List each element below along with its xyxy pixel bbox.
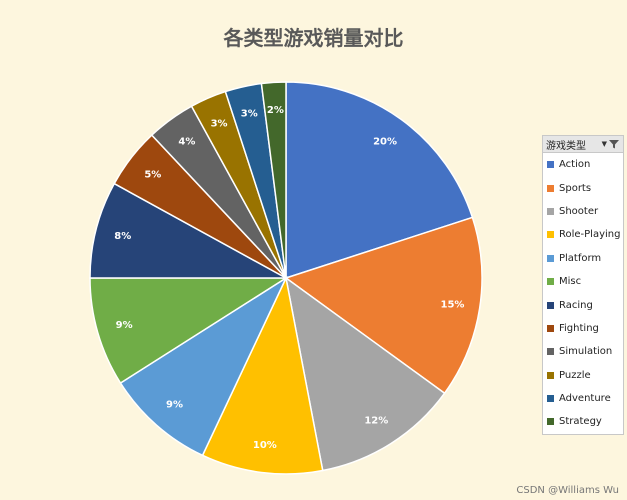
legend-swatch [547, 231, 554, 239]
legend-swatch [547, 371, 554, 379]
slice-label-role-playing: 10% [253, 440, 277, 451]
legend-swatch [547, 324, 554, 332]
slice-label-puzzle: 3% [211, 118, 228, 129]
pie-slice-sports [284, 216, 483, 395]
legend-label: Simulation [559, 346, 613, 358]
legend-swatch [547, 254, 554, 262]
legend-label: Platform [559, 252, 602, 264]
legend-item-puzzle[interactable]: Puzzle [543, 364, 623, 387]
legend-swatch [547, 348, 554, 356]
slice-label-fighting: 5% [144, 170, 161, 181]
legend-label: Action [559, 159, 591, 171]
slice-label-misc: 9% [116, 320, 133, 331]
pie-slice-action [285, 81, 474, 280]
legend-label: Adventure [559, 393, 611, 405]
filter-icon[interactable] [608, 138, 620, 150]
slice-label-adventure: 3% [241, 108, 258, 119]
legend-item-misc[interactable]: Misc [543, 270, 623, 293]
legend-label: Role-Playing [559, 229, 621, 241]
slice-label-strategy: 2% [267, 105, 284, 116]
legend-item-action[interactable]: Action [543, 153, 623, 176]
legend-swatch [547, 184, 554, 192]
legend-label: Sports [559, 182, 592, 194]
legend-swatch [547, 395, 554, 403]
legend-header[interactable]: 游戏类型 ▼ [543, 136, 623, 153]
dropdown-icon[interactable]: ▼ [601, 140, 607, 148]
legend-label: Racing [559, 299, 593, 311]
slice-label-racing: 8% [114, 231, 131, 242]
legend-label: Strategy [559, 416, 602, 428]
legend-item-racing[interactable]: Racing [543, 293, 623, 316]
pie-slice-misc [89, 277, 289, 385]
legend-swatch [547, 207, 554, 215]
legend-item-sports[interactable]: Sports [543, 176, 623, 199]
pie-slice-strategy [260, 81, 287, 279]
slice-label-simulation: 4% [178, 137, 195, 148]
legend-swatch [547, 161, 554, 169]
slice-label-sports: 15% [441, 299, 465, 310]
legend-item-platform[interactable]: Platform [543, 247, 623, 270]
pie-slice-platform [119, 275, 288, 457]
slice-label-shooter: 12% [364, 415, 388, 426]
legend-swatch [547, 301, 554, 309]
legend-swatch [547, 418, 554, 426]
legend: 游戏类型 ▼ Action Sports Shooter Role-Playing Pl… [542, 135, 624, 435]
pie-slice-racing [89, 182, 287, 279]
legend-item-adventure[interactable]: Adventure [543, 387, 623, 410]
watermark: CSDN @Williams Wu [516, 485, 619, 496]
pie-slice-shooter [284, 276, 446, 472]
legend-item-role-playing[interactable]: Role-Playing [543, 223, 623, 246]
legend-item-simulation[interactable]: Simulation [543, 340, 623, 363]
legend-label: Puzzle [559, 369, 591, 381]
pie-slice-role-playing [201, 275, 324, 475]
legend-title: 游戏类型 [546, 140, 586, 152]
legend-label: Shooter [559, 205, 599, 217]
legend-swatch [547, 278, 554, 286]
legend-label: Fighting [559, 322, 599, 334]
legend-item-strategy[interactable]: Strategy [543, 410, 623, 433]
legend-item-shooter[interactable]: Shooter [543, 200, 623, 223]
chart-title: 各类型游戏销量对比 [223, 26, 404, 50]
legend-label: Misc [559, 276, 582, 288]
legend-item-fighting[interactable]: Fighting [543, 317, 623, 340]
slice-label-action: 20% [373, 137, 397, 148]
slice-label-platform: 9% [166, 399, 183, 410]
